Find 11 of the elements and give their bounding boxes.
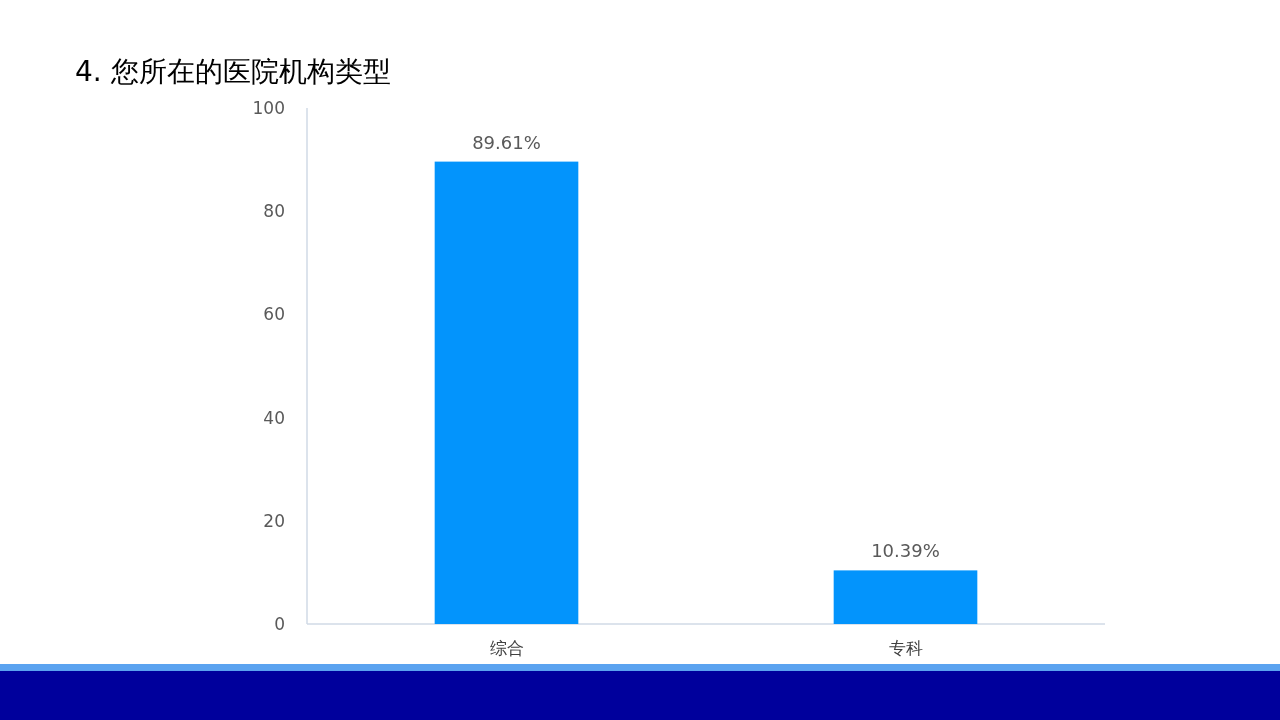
x-tick-label: 专科 — [888, 638, 923, 658]
x-tick-label: 综合 — [489, 638, 524, 658]
y-tick-label: 0 — [274, 614, 285, 634]
chart-title: 4. 您所在的医院机构类型 — [75, 55, 391, 88]
y-tick-label: 60 — [263, 304, 285, 325]
y-tick-label: 20 — [263, 510, 285, 531]
y-tick-label: 40 — [263, 407, 285, 428]
data-label: 89.61% — [472, 131, 541, 153]
y-tick-label: 80 — [263, 201, 285, 222]
data-label: 10.39% — [871, 540, 940, 562]
y-tick-label: 100 — [252, 98, 285, 118]
